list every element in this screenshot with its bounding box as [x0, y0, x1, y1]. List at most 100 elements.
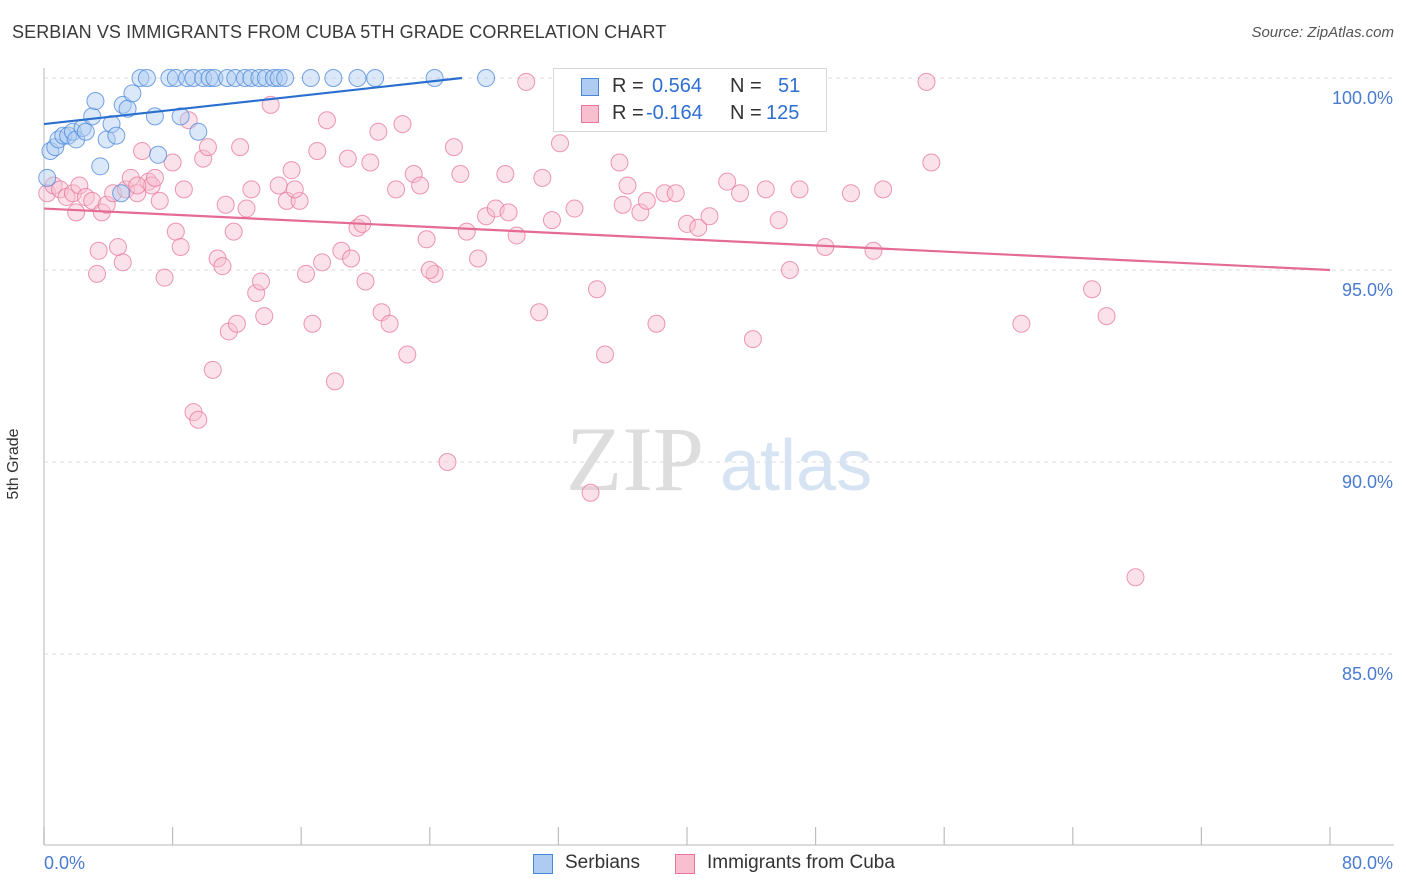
correlation-legend: R = 0.564 N = 51 R = -0.164 N = 125 [553, 68, 827, 132]
cuba-point [790, 180, 809, 199]
cuba-point [398, 345, 417, 364]
serbians-point [250, 69, 269, 87]
cuba-point [297, 264, 316, 283]
cuba-point [83, 191, 102, 210]
cuba-point [213, 257, 232, 276]
serbians-point [149, 145, 168, 164]
cuba-point [155, 268, 174, 287]
cuba-point [496, 165, 515, 183]
legend-r-label: R = [612, 75, 644, 97]
cuba-point [631, 203, 650, 222]
cuba-point [613, 195, 632, 214]
cuba-point [417, 230, 436, 249]
serbians-point [184, 69, 203, 87]
cuba-point [67, 203, 86, 222]
cuba-point [227, 314, 246, 333]
cuba-point [113, 253, 132, 272]
cuba-point [444, 138, 463, 157]
cuba-point [387, 180, 406, 199]
watermark-atlas: atlas [720, 426, 872, 506]
serbians-trend-line [43, 76, 463, 126]
cuba-point [769, 211, 788, 230]
cuba-point [780, 261, 799, 279]
legend-n-label: N = [730, 102, 762, 124]
cuba-point [121, 168, 140, 187]
cuba-point [438, 453, 457, 471]
bottom-legend-swatch-cuba [675, 854, 695, 874]
cuba-point [198, 138, 217, 157]
cuba-point [224, 222, 243, 241]
cuba-point [581, 483, 600, 502]
cuba-point [411, 176, 430, 195]
cuba-point [637, 191, 656, 210]
cuba-point [477, 207, 496, 226]
serbians-point [160, 69, 179, 87]
serbians-point [200, 69, 219, 87]
serbians-point [76, 122, 95, 141]
serbians-point [276, 69, 295, 87]
cuba-point [542, 211, 561, 230]
serbians-point [189, 122, 208, 141]
cuba-point [420, 261, 439, 279]
cuba-point [133, 141, 152, 160]
serbians-point [83, 107, 102, 126]
cuba-point [285, 180, 304, 199]
cuba-point [97, 195, 116, 214]
cuba-point [874, 180, 893, 199]
bottom-legend-swatch-serbians [533, 854, 553, 874]
cuba-point [469, 249, 488, 268]
x-tick-label: 80.0% [1342, 853, 1393, 873]
y-tick-label: 95.0% [1342, 280, 1393, 300]
cuba-point [647, 314, 666, 333]
cuba-point [731, 184, 750, 203]
legend-n-value: 51 [778, 75, 801, 97]
cuba-point [369, 122, 388, 141]
legend-n-value: 125 [766, 102, 800, 124]
source-label: Source: ZipAtlas.com [1251, 24, 1394, 41]
cuba-point [618, 176, 637, 195]
cuba-point [231, 138, 250, 157]
cuba-point [743, 330, 762, 349]
serbians-point [178, 69, 197, 87]
cuba-point [194, 149, 213, 168]
cuba-point [150, 191, 169, 210]
legend-row-serbians: R = 0.564 N = 51 [554, 74, 826, 100]
cuba-point [361, 153, 380, 172]
cuba-point [565, 199, 584, 218]
cuba-point [610, 153, 629, 172]
cuba-point [864, 241, 883, 260]
cuba-point [678, 214, 696, 233]
cuba-point [1097, 307, 1116, 326]
legend-r-value: 0.564 [652, 75, 703, 97]
cuba-point [356, 272, 375, 291]
cuba-point [166, 222, 185, 241]
cuba-point [404, 165, 423, 183]
cuba-point [189, 410, 208, 429]
serbians-point [205, 69, 224, 87]
cuba-point [1083, 280, 1102, 299]
serbians-point [131, 69, 150, 87]
cuba-point [203, 360, 222, 379]
cuba-point [163, 153, 182, 172]
serbians-point [86, 92, 105, 111]
legend-swatch-cuba [581, 105, 599, 123]
cuba-point [1126, 568, 1145, 587]
gridlines [44, 77, 1394, 655]
legend-swatch-serbians [581, 78, 599, 96]
cuba-point [255, 307, 274, 326]
cuba-point [393, 115, 412, 134]
cuba-point [252, 272, 271, 291]
y-tick-label: 85.0% [1342, 664, 1393, 684]
cuba-point [108, 237, 127, 256]
serbians-point [477, 69, 496, 87]
tick-labels: 85.0% 90.0% 95.0% 100.0% 0.0% 80.0% [44, 88, 1393, 873]
cuba-point [380, 314, 399, 333]
cuba-point [338, 149, 357, 168]
bottom-legend-label-cuba: Immigrants from Cuba [707, 852, 895, 873]
cuba-point [666, 184, 685, 203]
cuba-point [596, 345, 615, 364]
cuba-point [922, 153, 941, 172]
y-tick-label: 90.0% [1342, 472, 1393, 492]
cuba-point [451, 165, 470, 183]
